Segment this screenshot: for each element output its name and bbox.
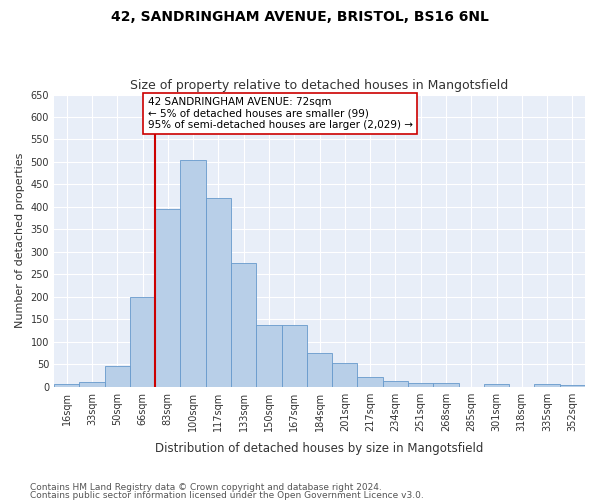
Title: Size of property relative to detached houses in Mangotsfield: Size of property relative to detached ho… (130, 79, 509, 92)
Bar (408, 382, 433, 386)
Bar (231, 263, 256, 386)
Text: Contains HM Land Registry data © Crown copyright and database right 2024.: Contains HM Land Registry data © Crown c… (30, 484, 382, 492)
Bar (560, 385, 585, 386)
Bar (155, 209, 181, 386)
Bar (535, 384, 560, 386)
Bar (383, 382, 408, 386)
Text: Contains public sector information licensed under the Open Government Licence v3: Contains public sector information licen… (30, 490, 424, 500)
Bar (104, 366, 130, 386)
Bar (433, 383, 458, 386)
Bar (130, 297, 155, 386)
Bar (307, 353, 332, 386)
Bar (206, 198, 231, 386)
Text: 42 SANDRINGHAM AVENUE: 72sqm
← 5% of detached houses are smaller (99)
95% of sem: 42 SANDRINGHAM AVENUE: 72sqm ← 5% of det… (148, 97, 413, 130)
Bar (358, 377, 383, 386)
Text: 42, SANDRINGHAM AVENUE, BRISTOL, BS16 6NL: 42, SANDRINGHAM AVENUE, BRISTOL, BS16 6N… (111, 10, 489, 24)
Bar (54, 384, 79, 386)
Bar (281, 324, 307, 386)
Bar (332, 364, 358, 386)
Y-axis label: Number of detached properties: Number of detached properties (15, 153, 25, 328)
Bar (256, 324, 281, 386)
Bar (181, 160, 206, 386)
Bar (484, 384, 509, 386)
X-axis label: Distribution of detached houses by size in Mangotsfield: Distribution of detached houses by size … (155, 442, 484, 455)
Bar (79, 382, 104, 386)
